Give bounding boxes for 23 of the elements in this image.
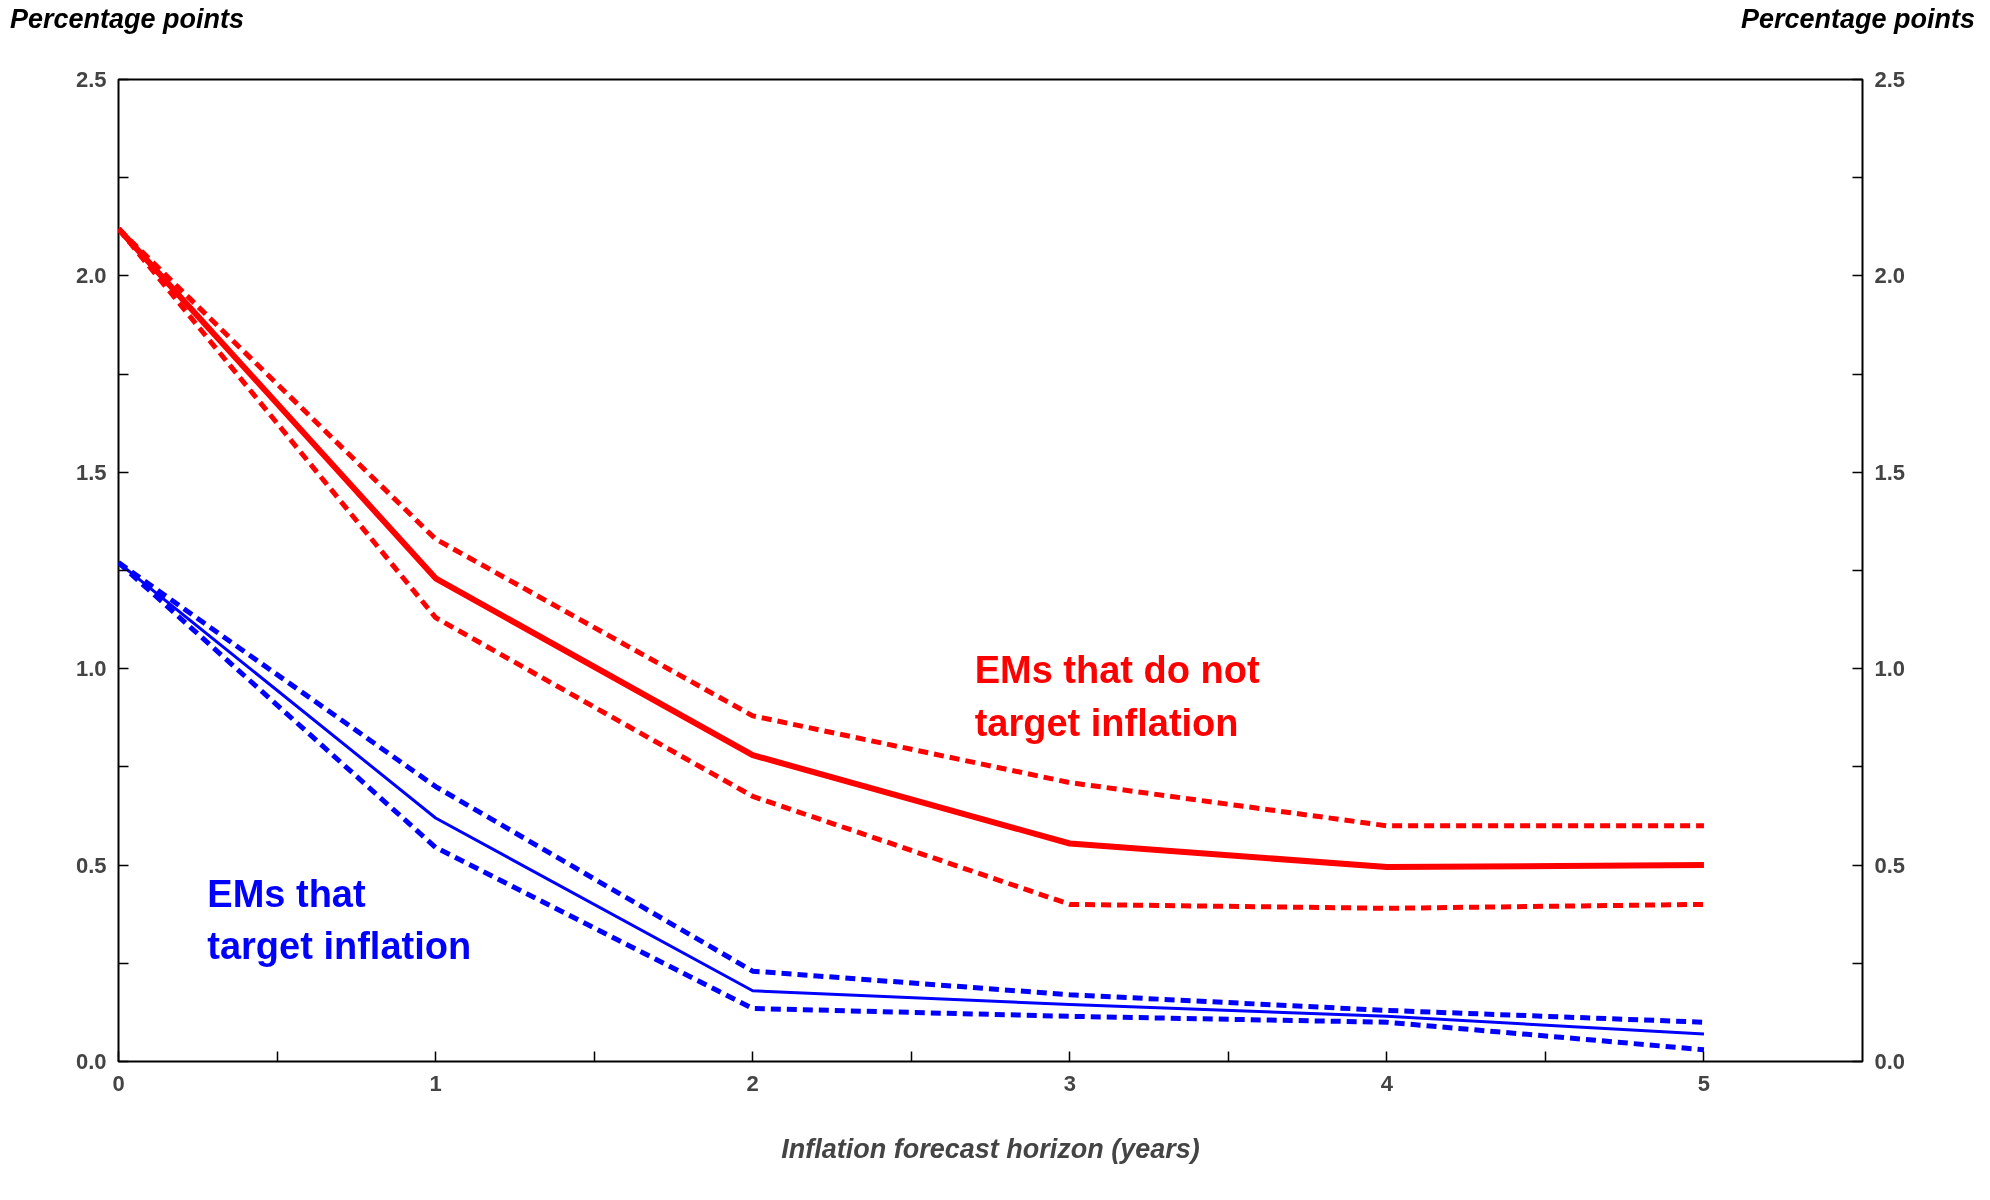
y2-tick-label: 0.0 (1874, 1049, 1906, 1074)
y-tick-label: 0.0 (75, 1049, 107, 1074)
y-tick-label: 2.0 (75, 263, 107, 289)
series-label: EMs that do not target inflation (974, 649, 1260, 744)
y2-tick-label: 1.5 (1874, 459, 1906, 485)
x-axis-title: Inflation forecast horizon (years) (781, 1133, 1200, 1164)
y2-axis-title: Percentage points (1740, 3, 1975, 36)
x-tick-label: 0 (112, 1070, 125, 1096)
y-tick-label: 1.5 (75, 459, 107, 485)
x-tick-label: 2 (746, 1070, 759, 1096)
y2-tick-label: 0.5 (1874, 852, 1906, 878)
y2-tick-label: 2.5 (1874, 67, 1906, 92)
y2-tick-label: 1.0 (1874, 656, 1906, 682)
y-tick-label: 0.5 (75, 852, 107, 878)
x-tick-label: 1 (429, 1070, 442, 1096)
y-axis-title: Percentage points (10, 3, 245, 36)
y-tick-label: 1.0 (75, 656, 107, 682)
y2-tick-label: 2.0 (1874, 263, 1906, 289)
x-tick-label: 4 (1380, 1070, 1394, 1096)
series-label: EMs that target inflation (207, 872, 472, 968)
x-tick-label: 5 (1697, 1070, 1711, 1096)
y-tick-label: 2.5 (75, 67, 107, 92)
x-tick-label: 3 (1063, 1070, 1076, 1096)
